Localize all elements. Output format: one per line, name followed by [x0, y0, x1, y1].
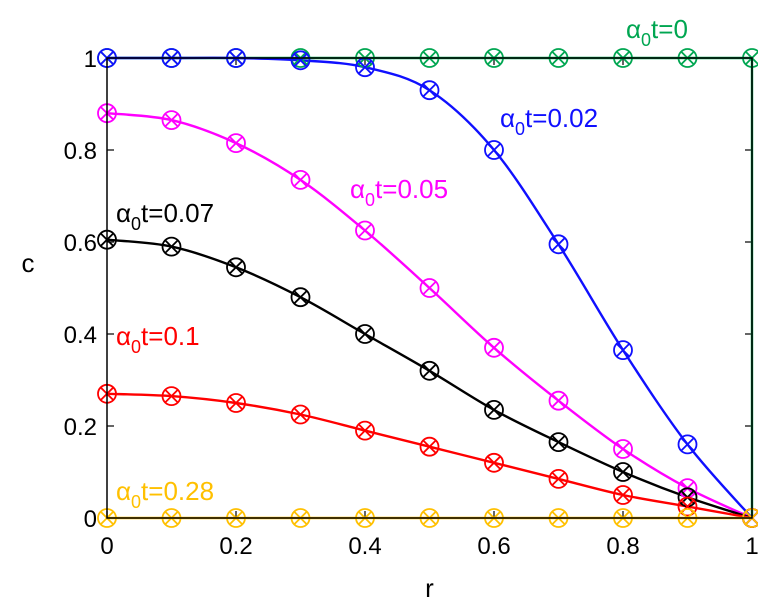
data-point — [613, 485, 633, 505]
series-label-sub: 0 — [131, 214, 141, 234]
series-label-sub: 0 — [515, 119, 525, 139]
y-tick-label: 0.4 — [64, 322, 97, 349]
data-point — [226, 257, 246, 278]
series-label-prefix: α — [500, 103, 515, 133]
data-point — [161, 386, 182, 407]
series-label-suffix: t=0.1 — [141, 321, 200, 351]
x-tick-label: 0.8 — [606, 533, 639, 560]
data-point — [419, 80, 440, 101]
data-point — [355, 57, 375, 78]
markers-layer — [97, 48, 758, 528]
series-label-prefix: α — [626, 14, 641, 44]
data-point — [613, 439, 633, 459]
x-tick-label: 0 — [100, 533, 113, 560]
data-point — [613, 340, 633, 361]
data-point — [548, 390, 569, 411]
x-tick-label: 0.2 — [219, 533, 252, 560]
series-label-sub: 0 — [131, 337, 141, 357]
y-tick-label: 0 — [84, 506, 97, 533]
data-point — [161, 110, 182, 130]
x-tick-label: 1 — [745, 533, 758, 560]
x-tick-label: 0.4 — [348, 533, 381, 560]
series-label-suffix: t=0.05 — [375, 174, 448, 204]
data-point — [677, 434, 698, 455]
data-point — [419, 436, 440, 457]
y-tick-label: 0.8 — [64, 138, 97, 165]
series-label-suffix: t=0.28 — [141, 476, 214, 506]
y-tick-label: 0.2 — [64, 414, 97, 441]
plot-frame — [106, 57, 753, 519]
series-label-suffix: t=0.02 — [525, 103, 598, 133]
series-label-prefix: α — [350, 174, 365, 204]
data-point — [290, 50, 311, 71]
data-point — [484, 452, 504, 473]
y-axis-label: c — [22, 248, 35, 278]
series-label: α0t=0.28 — [116, 476, 214, 512]
data-point — [484, 140, 504, 160]
series-label: α0t=0.02 — [500, 103, 598, 139]
data-point — [161, 236, 182, 257]
data-point — [290, 169, 311, 190]
x-tick-label: 0.6 — [477, 533, 510, 560]
data-point — [419, 360, 440, 381]
series-label: α0t=0 — [626, 14, 688, 50]
data-point — [484, 337, 504, 358]
data-point — [226, 393, 246, 413]
data-point — [226, 133, 246, 154]
labels-layer: α0t=0α0t=0.02α0t=0.05α0t=0.07α0t=0.1α0t=… — [116, 14, 688, 512]
series-label-sub: 0 — [365, 190, 375, 210]
series-label: α0t=0.05 — [350, 174, 448, 210]
data-point — [290, 404, 311, 425]
series-label-sub: 0 — [641, 30, 651, 50]
data-point — [355, 220, 375, 241]
ticks-layer: 0 0.2 0.4 0.6 0.8 1 0 0.2 0.4 0.6 0.8 1 — [64, 46, 758, 560]
x-axis-label: r — [425, 573, 434, 603]
data-point — [484, 399, 504, 420]
data-point — [290, 287, 311, 308]
y-tick-label: 1 — [84, 46, 97, 73]
series-label-suffix: t=0.07 — [141, 198, 214, 228]
y-tick-label: 0.6 — [64, 230, 97, 257]
series-label-prefix: α — [116, 476, 131, 506]
data-point — [355, 420, 375, 441]
data-point — [548, 432, 569, 453]
series-label: α0t=0.1 — [116, 321, 200, 357]
series-label-suffix: t=0 — [651, 14, 688, 44]
data-point — [355, 324, 375, 344]
data-point — [548, 468, 569, 489]
series-label-prefix: α — [116, 198, 131, 228]
series-label: α0t=0.07 — [116, 198, 214, 234]
series-label-prefix: α — [116, 321, 131, 351]
data-point — [613, 462, 633, 482]
data-point — [419, 278, 440, 298]
series-label-sub: 0 — [131, 492, 141, 512]
data-point — [548, 234, 569, 255]
